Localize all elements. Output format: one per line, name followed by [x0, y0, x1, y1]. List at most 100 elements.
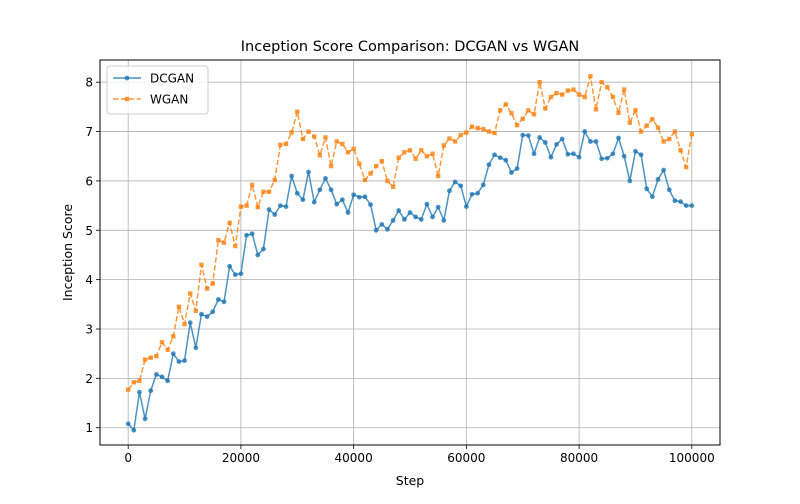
- dcgan-point: [430, 214, 435, 220]
- wgan-point: [627, 120, 633, 125]
- wgan-point: [266, 189, 272, 194]
- dcgan-point: [520, 132, 526, 138]
- dcgan-point: [255, 252, 261, 258]
- dcgan-point: [475, 190, 481, 196]
- legend: DCGAN WGAN: [106, 65, 209, 115]
- wgan-point: [199, 262, 204, 268]
- wgan-point: [137, 378, 142, 384]
- dcgan-point: [390, 218, 396, 223]
- wgan-point: [509, 111, 514, 116]
- wgan-point: [430, 151, 435, 156]
- y-tick-label: 6: [85, 174, 93, 188]
- dcgan-point: [593, 139, 599, 144]
- plot-area-frame: [99, 59, 721, 446]
- dcgan-point: [396, 208, 402, 213]
- wgan-point: [514, 122, 520, 128]
- dcgan-point: [345, 210, 351, 215]
- wgan-point: [582, 94, 587, 100]
- wgan-point: [193, 308, 199, 313]
- wgan-point: [548, 94, 554, 100]
- wgan-point: [526, 108, 531, 113]
- dcgan-point: [373, 227, 379, 233]
- y-tick-label: 3: [85, 323, 93, 337]
- dcgan-point: [334, 201, 340, 207]
- wgan-point: [571, 87, 576, 92]
- wgan-point: [486, 129, 492, 134]
- wgan-point: [210, 281, 215, 286]
- wgan-point: [249, 182, 255, 188]
- dcgan-point: [244, 232, 249, 238]
- dcgan-point: [514, 166, 520, 171]
- wgan-point: [182, 321, 187, 327]
- wgan-point: [373, 163, 379, 169]
- dcgan-point: [655, 177, 661, 182]
- dcgan-point: [666, 187, 672, 193]
- dcgan-point: [401, 217, 407, 222]
- wgan-point: [221, 240, 227, 245]
- wgan-point: [464, 130, 469, 135]
- wgan-point: [216, 237, 221, 243]
- y-tick-label: 2: [85, 372, 93, 386]
- legend-marker-wgan: [124, 96, 130, 102]
- dcgan-point: [272, 212, 278, 217]
- wgan-point: [176, 304, 182, 309]
- wgan-point: [402, 150, 407, 155]
- wgan-point: [537, 80, 542, 85]
- wgan-point: [385, 178, 390, 184]
- dcgan-point: [503, 157, 509, 163]
- legend-marker-dcgan: [124, 75, 130, 81]
- wgan-point: [306, 129, 311, 134]
- y-axis-label: Inception Score: [60, 204, 75, 301]
- dcgan-point: [525, 133, 531, 138]
- wgan-point: [441, 143, 447, 148]
- wgan-point: [520, 116, 525, 121]
- wgan-point: [683, 164, 689, 170]
- dcgan-point: [678, 199, 683, 205]
- wgan-point: [667, 136, 672, 142]
- wgan-point: [295, 109, 300, 115]
- dcgan-point: [266, 207, 272, 212]
- series-layer: [125, 74, 695, 433]
- wgan-point: [362, 177, 368, 183]
- wgan-point: [289, 130, 294, 135]
- wgan-point: [379, 158, 385, 164]
- dcgan-point: [159, 374, 165, 380]
- wgan-point: [543, 106, 548, 111]
- dcgan-point: [289, 173, 295, 179]
- y-tick-label: 1: [85, 421, 93, 435]
- dcgan-point: [638, 152, 644, 158]
- dcgan-point: [210, 309, 216, 315]
- dcgan-point: [683, 203, 689, 209]
- wgan-point: [661, 139, 666, 144]
- dcgan-point: [559, 136, 565, 142]
- wgan-point: [576, 92, 582, 97]
- x-tick-label: 20000: [222, 451, 260, 465]
- dcgan-point: [238, 271, 244, 277]
- dcgan-point: [661, 167, 667, 173]
- dcgan-point: [463, 204, 469, 209]
- wgan-point: [644, 123, 649, 128]
- dcgan-point: [379, 221, 385, 227]
- dcgan-point: [328, 187, 334, 193]
- dcgan-point: [554, 142, 559, 147]
- wgan-point: [300, 136, 306, 142]
- wgan-point: [125, 387, 131, 392]
- wgan-point: [317, 153, 323, 158]
- wgan-point: [481, 126, 486, 132]
- wgan-point: [475, 125, 480, 131]
- wgan-point: [554, 90, 559, 96]
- x-tick-label: 0: [124, 451, 132, 465]
- dcgan-point: [452, 179, 458, 185]
- dcgan-point: [294, 190, 300, 196]
- dcgan-point: [672, 198, 678, 204]
- dcgan-point: [204, 314, 210, 320]
- wgan-point: [531, 112, 537, 117]
- wgan-point: [328, 163, 334, 169]
- dcgan-point: [283, 204, 289, 209]
- dcgan-point: [187, 320, 193, 325]
- dcgan-point: [587, 139, 593, 144]
- dcgan-point: [311, 199, 317, 205]
- dcgan-point: [644, 186, 650, 192]
